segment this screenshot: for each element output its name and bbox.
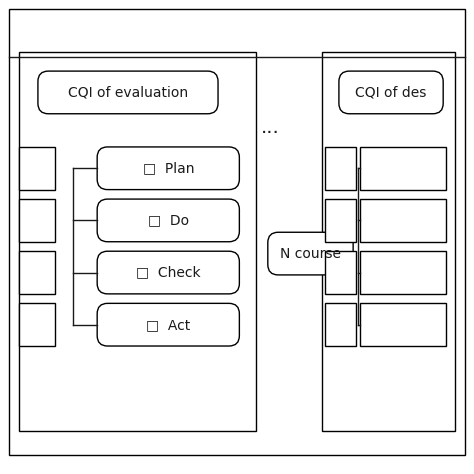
Bar bbox=[360, 251, 446, 294]
Bar bbox=[360, 303, 446, 346]
Text: ...: ... bbox=[261, 118, 280, 137]
Bar bbox=[325, 251, 356, 294]
Bar bbox=[325, 147, 356, 190]
Bar bbox=[325, 199, 356, 242]
FancyBboxPatch shape bbox=[38, 71, 218, 114]
Bar bbox=[322, 52, 455, 431]
Bar bbox=[19, 303, 55, 346]
FancyBboxPatch shape bbox=[97, 251, 239, 294]
Bar bbox=[360, 147, 446, 190]
Bar bbox=[19, 199, 55, 242]
FancyBboxPatch shape bbox=[97, 199, 239, 242]
Text: CQI of des: CQI of des bbox=[356, 85, 427, 100]
FancyBboxPatch shape bbox=[97, 147, 239, 190]
Bar bbox=[19, 147, 55, 190]
FancyBboxPatch shape bbox=[268, 232, 353, 275]
Text: □  Act: □ Act bbox=[146, 318, 191, 332]
Text: □  Check: □ Check bbox=[136, 265, 201, 280]
Text: □  Do: □ Do bbox=[148, 213, 189, 228]
Text: CQI of evaluation: CQI of evaluation bbox=[68, 85, 188, 100]
Text: N course: N course bbox=[280, 246, 341, 261]
Text: □  Plan: □ Plan bbox=[143, 161, 194, 175]
FancyBboxPatch shape bbox=[339, 71, 443, 114]
FancyBboxPatch shape bbox=[97, 303, 239, 346]
Bar bbox=[19, 251, 55, 294]
Bar bbox=[19, 52, 256, 431]
Bar bbox=[360, 199, 446, 242]
Bar bbox=[325, 303, 356, 346]
